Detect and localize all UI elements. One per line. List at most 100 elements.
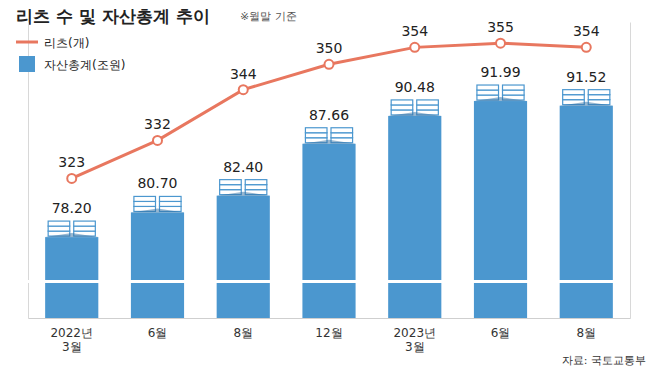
legend-swatch: [16, 41, 38, 44]
x-tick-label-line: 8월: [233, 326, 253, 340]
bar-cap: [388, 112, 441, 116]
x-axis-line: [29, 318, 631, 319]
line-label: 323: [58, 154, 85, 170]
bar-label: 82.40: [223, 159, 263, 175]
line-point: [410, 43, 419, 52]
bar-decoration: [503, 90, 525, 95]
x-tick-label-line: 8월: [576, 326, 596, 340]
bar-decoration: [159, 196, 181, 201]
bar-decoration: [417, 105, 439, 110]
bar-label: 90.48: [395, 79, 435, 95]
x-tick: 12월: [315, 318, 342, 340]
x-tick-label-line: 6월: [148, 326, 168, 340]
bar-label: 87.66: [309, 107, 349, 123]
bar: [217, 196, 270, 318]
bar-decoration: [245, 185, 267, 190]
bar-decoration: [503, 85, 525, 90]
subtitle: ※월말 기준: [240, 10, 297, 23]
line-point: [582, 43, 591, 52]
bar: [388, 116, 441, 318]
data-labels: 78.20 80.70 82.40 87.66 90.48 91.99 91.52 323 33…: [52, 19, 607, 216]
source: 자료: 국토교통부: [562, 354, 646, 367]
legend: 리츠(개) 자산총계(조원): [16, 36, 125, 73]
bar-decoration: [331, 133, 353, 138]
x-tick: 8월: [233, 318, 253, 340]
line: [72, 43, 587, 178]
bar: [302, 144, 355, 318]
legend-item: 자산총계(조원): [19, 56, 125, 72]
bar-decoration: [245, 180, 267, 185]
bar: [45, 237, 98, 318]
x-tick-label-line: 3월: [405, 340, 425, 354]
bar-decoration: [477, 85, 499, 90]
bar-label: 80.70: [137, 175, 177, 191]
line-point: [153, 136, 162, 145]
legend-label: 자산총계(조원): [44, 58, 125, 72]
x-tick-label-line: 2023년: [393, 326, 436, 340]
line-label: 354: [401, 23, 428, 39]
chart: 리츠 수 및 자산총계 추이※월말 기준2022년3월6월8월12월2023년3…: [0, 0, 658, 372]
bar-decoration: [74, 221, 96, 226]
x-tick-label-line: 12월: [315, 326, 342, 340]
bar-decoration: [48, 226, 70, 231]
line-point: [325, 60, 334, 69]
bar-decoration: [305, 133, 327, 138]
x-tick-label: 2022년3월: [50, 326, 93, 354]
x-tick-label: 8월: [233, 326, 253, 340]
x-tick: 6월: [148, 318, 168, 340]
bar-decoration: [588, 95, 610, 100]
line-label: 355: [487, 19, 514, 35]
line-point: [67, 174, 76, 183]
bar-decoration: [159, 201, 181, 206]
legend-label: 리츠(개): [44, 36, 89, 50]
bar-decoration: [563, 95, 585, 100]
bar-cap: [560, 102, 613, 106]
bar-decoration: [391, 100, 413, 105]
bar-decoration: [331, 128, 353, 133]
line-point: [496, 39, 505, 48]
bar-decoration: [134, 201, 156, 206]
line-label: 332: [144, 116, 171, 132]
bar-decoration: [134, 196, 156, 201]
bar: [131, 212, 184, 318]
axis-break: [28, 280, 630, 283]
bar-cap: [131, 208, 184, 212]
x-tick-label: 12월: [315, 326, 342, 340]
x-tick-label-line: 2022년: [50, 326, 93, 340]
bar-decoration: [220, 180, 242, 185]
x-tick-label-line: 6월: [491, 326, 511, 340]
y2-axis: [630, 23, 631, 319]
bar-cap: [217, 192, 270, 196]
bar: [474, 101, 527, 318]
y2-axis-line: [630, 23, 631, 319]
x-tick-label: 6월: [491, 326, 511, 340]
bar-label: 91.52: [566, 69, 606, 85]
x-tick: 2022년3월: [50, 318, 93, 354]
x-axis: 2022년3월6월8월12월2023년3월6월8월: [29, 318, 631, 354]
bar-decoration: [563, 90, 585, 95]
bar-decoration: [588, 90, 610, 95]
bar-decoration: [305, 128, 327, 133]
x-tick: 6월: [491, 318, 511, 340]
bar-cap: [45, 233, 98, 237]
line-point: [239, 85, 248, 94]
x-tick: 8월: [576, 318, 596, 340]
bar-cap: [302, 140, 355, 144]
x-tick-label-line: 3월: [62, 340, 82, 354]
bar-decoration: [74, 226, 96, 231]
bar-decoration: [48, 221, 70, 226]
line-label: 350: [316, 40, 343, 56]
bar-label: 91.99: [480, 64, 520, 80]
x-tick-label: 6월: [148, 326, 168, 340]
bar: [560, 106, 613, 318]
line-label: 354: [573, 23, 600, 39]
bar-decoration: [417, 100, 439, 105]
plot-area: [28, 39, 630, 318]
bar-decoration: [220, 185, 242, 190]
bar-cap: [474, 97, 527, 101]
legend-item: 리츠(개): [16, 36, 89, 50]
bar-label: 78.20: [52, 200, 92, 216]
title: 리츠 수 및 자산총계 추이: [16, 6, 210, 26]
bar-decoration: [391, 105, 413, 110]
x-tick-label: 8월: [576, 326, 596, 340]
